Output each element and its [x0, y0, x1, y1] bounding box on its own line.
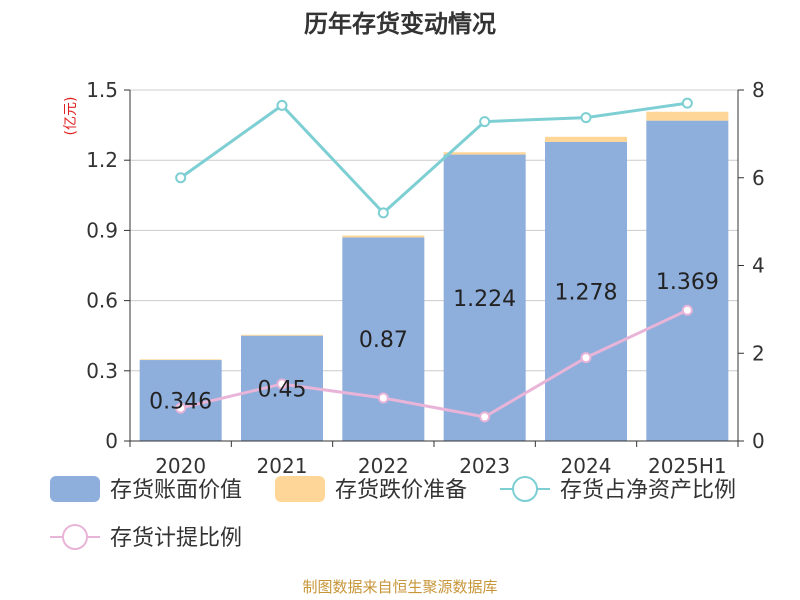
line-point	[377, 207, 389, 219]
line-point	[276, 378, 288, 390]
line-point	[175, 402, 187, 414]
line-point	[479, 411, 491, 423]
y-right-tick-label: 6	[752, 166, 765, 190]
line-point	[580, 352, 592, 364]
line-point	[681, 304, 693, 316]
grid-lines	[130, 89, 738, 372]
legend-swatch	[50, 476, 100, 502]
y-left-unit-label: (亿元)	[63, 97, 79, 136]
chart-title: 历年存货变动情况	[304, 10, 496, 38]
source-note: 制图数据来自恒生聚源数据库	[302, 578, 498, 596]
legend-marker	[512, 476, 538, 502]
bar-value-label: 0.45	[258, 377, 307, 402]
y-right-tick-label: 4	[752, 254, 765, 278]
x-tick-label: 2025H1	[648, 454, 727, 478]
x-tick-label: 2023	[459, 454, 510, 478]
line-path	[180, 308, 688, 419]
y-left-tick-label: 1.2	[86, 148, 118, 172]
data-labels: 0.346 0.45 0.87 1.224 1.278 1.369	[149, 270, 719, 415]
bar	[545, 141, 627, 441]
line-point	[276, 99, 288, 111]
legend-swatch	[275, 476, 325, 502]
legend-label: 存货跌价准备	[335, 478, 467, 503]
y-left-tick-label: 0.9	[86, 218, 118, 242]
bar-value-label: 1.369	[656, 270, 719, 295]
y-left-tick-label: 1.5	[86, 78, 118, 102]
legend-label: 存货占净资产比例	[560, 478, 736, 503]
line-point	[681, 97, 693, 109]
bar	[545, 136, 627, 142]
y-left-tick-label: 0.3	[86, 359, 118, 383]
bar-series	[139, 111, 729, 442]
x-tick-label: 2024	[561, 454, 612, 478]
legend-marker	[62, 524, 88, 550]
bar	[646, 111, 729, 121]
bar	[443, 154, 526, 442]
line-path	[179, 101, 688, 215]
y-right-tick-label: 8	[752, 78, 765, 102]
x-tick-label: 2021	[257, 454, 308, 478]
legend-label: 存货计提比例	[110, 526, 242, 551]
line-point	[479, 116, 491, 128]
line-point	[580, 112, 592, 124]
y-right-tick-label: 0	[752, 429, 765, 453]
bar	[443, 152, 526, 155]
legend-label: 存货账面价值	[110, 478, 242, 503]
y-right-tick-label: 2	[752, 341, 765, 365]
x-tick-label: 2022	[358, 454, 409, 478]
bar	[646, 120, 729, 442]
axes: 0 0.3 0.6 0.9 1.2 1.5 0 2 4 6 8 (亿元) 2020 2021 2022 202…	[63, 78, 765, 478]
x-tick-label: 2020	[155, 454, 206, 478]
bar	[241, 334, 323, 336]
bar-value-label: 1.278	[555, 280, 618, 305]
line-point	[175, 172, 187, 184]
line-point	[377, 392, 389, 404]
bar-value-label: 0.87	[359, 328, 408, 353]
bar-value-label: 0.346	[149, 390, 212, 415]
bar-value-label: 1.224	[453, 287, 516, 312]
y-left-tick-label: 0.6	[86, 289, 118, 313]
bar	[342, 237, 425, 441]
y-left-tick-label: 0	[105, 429, 118, 453]
bar	[342, 235, 425, 238]
bar	[139, 359, 222, 361]
line-series	[175, 97, 693, 423]
